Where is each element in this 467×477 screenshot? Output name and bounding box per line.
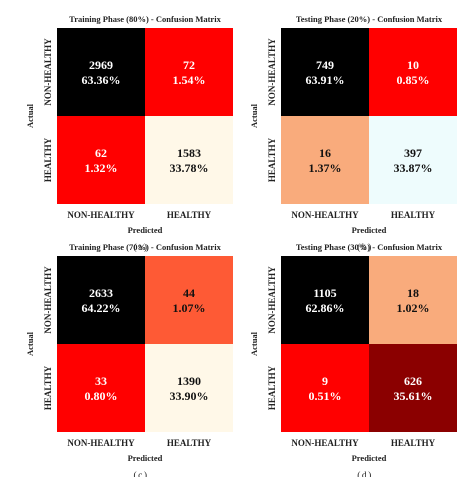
x-tick-label: NON-HEALTHY <box>67 438 135 448</box>
matrix-cell-r2c1 <box>57 116 145 204</box>
cell-count-label: 1390 <box>177 374 201 388</box>
cell-percent-label: 0.80% <box>85 389 118 403</box>
cell-count-label: 9 <box>322 374 328 388</box>
matrix-cell-r1c2 <box>145 28 233 116</box>
y-axis-label: Actual <box>249 103 259 128</box>
matrix-cell-r2c2 <box>369 344 457 432</box>
y-axis-label: Actual <box>25 103 35 128</box>
cell-count-label: 44 <box>183 286 195 300</box>
cell-count-label: 10 <box>407 58 419 72</box>
cell-percent-label: 1.32% <box>85 161 118 175</box>
x-tick-label: HEALTHY <box>391 438 436 448</box>
matrix-cell-r2c1 <box>57 344 145 432</box>
chart-title: Training Phase (70%) - Confusion Matrix <box>69 242 221 252</box>
confusion-matrix-panel-1: Training Phase (80%) - Confusion Matrix 2… <box>25 14 233 253</box>
confusion-matrix-panel-3: Training Phase (70%) - Confusion Matrix 2… <box>25 242 233 477</box>
panel-caption: (b) <box>357 242 373 253</box>
chart-title: Testing Phase (30%) - Confusion Matrix <box>296 242 443 252</box>
matrix-cell-r2c1 <box>281 116 369 204</box>
x-tick-label: NON-HEALTHY <box>291 210 359 220</box>
confusion-matrix-panel-4: Testing Phase (30%) - Confusion Matrix 11… <box>249 242 457 477</box>
cell-percent-label: 33.87% <box>394 161 433 175</box>
matrix-cell-r1c1 <box>57 28 145 116</box>
cell-count-label: 16 <box>319 146 331 160</box>
cell-percent-label: 1.37% <box>309 161 342 175</box>
matrix-cell-r1c1 <box>57 256 145 344</box>
y-tick-label: HEALTHY <box>267 137 277 182</box>
panel-caption: (a) <box>133 242 148 253</box>
y-tick-label: NON-HEALTHY <box>267 266 277 334</box>
confusion-matrix-panel-2: Testing Phase (20%) - Confusion Matrix 74… <box>249 14 457 253</box>
matrix-cell-r1c2 <box>369 256 457 344</box>
x-tick-label: NON-HEALTHY <box>291 438 359 448</box>
y-tick-label: NON-HEALTHY <box>43 38 53 106</box>
y-tick-label: HEALTHY <box>43 365 53 410</box>
y-tick-label: HEALTHY <box>43 137 53 182</box>
cell-percent-label: 33.78% <box>170 161 209 175</box>
cell-percent-label: 0.85% <box>397 73 430 87</box>
x-tick-label: NON-HEALTHY <box>67 210 135 220</box>
y-tick-label: HEALTHY <box>267 365 277 410</box>
matrix-cell-r2c2 <box>369 116 457 204</box>
cell-percent-label: 0.51% <box>309 389 342 403</box>
cell-count-label: 62 <box>95 146 107 160</box>
y-tick-label: NON-HEALTHY <box>267 38 277 106</box>
y-tick-label: NON-HEALTHY <box>43 266 53 334</box>
y-axis-label: Actual <box>25 331 35 356</box>
cell-count-label: 1583 <box>177 146 201 160</box>
matrix-cell-r2c1 <box>281 344 369 432</box>
x-axis-label: Predicted <box>128 453 163 463</box>
cell-percent-label: 62.86% <box>306 301 345 315</box>
panel-caption: (d) <box>357 470 373 477</box>
cell-percent-label: 33.90% <box>170 389 209 403</box>
x-axis-label: Predicted <box>352 225 387 235</box>
matrix-cell-r1c1 <box>281 256 369 344</box>
cell-percent-label: 64.22% <box>82 301 121 315</box>
cell-percent-label: 35.61% <box>394 389 433 403</box>
matrix-cell-r1c1 <box>281 28 369 116</box>
cell-percent-label: 1.07% <box>173 301 206 315</box>
x-tick-label: HEALTHY <box>167 210 212 220</box>
cell-count-label: 2969 <box>89 58 113 72</box>
chart-title: Training Phase (80%) - Confusion Matrix <box>69 14 221 24</box>
matrix-cell-r1c2 <box>369 28 457 116</box>
x-axis-label: Predicted <box>128 225 163 235</box>
cell-count-label: 397 <box>404 146 422 160</box>
cell-count-label: 749 <box>316 58 334 72</box>
chart-title: Testing Phase (20%) - Confusion Matrix <box>296 14 443 24</box>
cell-count-label: 18 <box>407 286 419 300</box>
cell-percent-label: 63.36% <box>82 73 121 87</box>
cell-count-label: 72 <box>183 58 195 72</box>
x-axis-label: Predicted <box>352 453 387 463</box>
cell-percent-label: 1.02% <box>397 301 430 315</box>
y-axis-label: Actual <box>249 331 259 356</box>
cell-percent-label: 63.91% <box>306 73 345 87</box>
x-tick-label: HEALTHY <box>391 210 436 220</box>
cell-count-label: 2633 <box>89 286 113 300</box>
x-tick-label: HEALTHY <box>167 438 212 448</box>
matrix-cell-r2c2 <box>145 116 233 204</box>
matrix-cell-r2c2 <box>145 344 233 432</box>
cell-count-label: 1105 <box>313 286 336 300</box>
cell-count-label: 33 <box>95 374 107 388</box>
cell-percent-label: 1.54% <box>173 73 206 87</box>
cell-count-label: 626 <box>404 374 422 388</box>
matrix-cell-r1c2 <box>145 256 233 344</box>
panel-caption: (c) <box>133 470 148 477</box>
